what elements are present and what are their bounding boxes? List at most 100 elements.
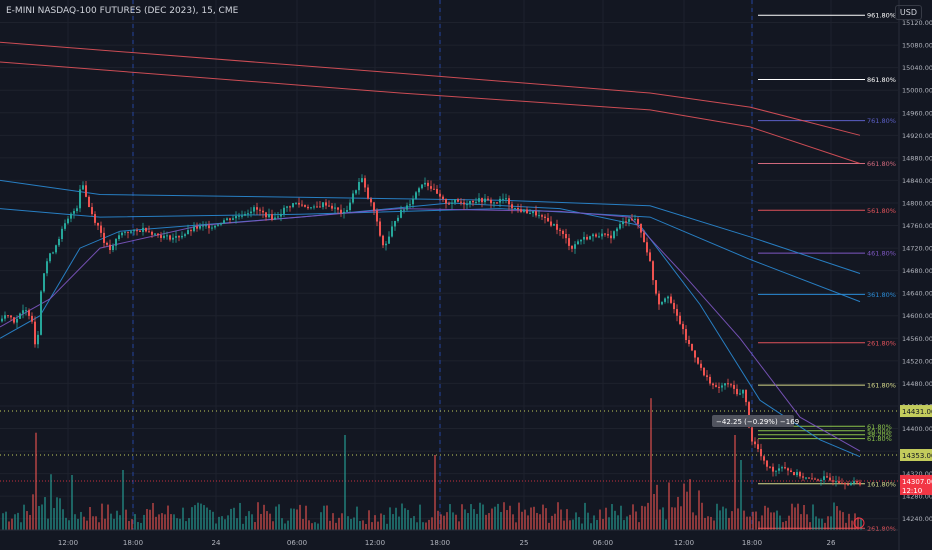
fib-level-label: 361.80%	[867, 291, 896, 299]
volume-bar	[167, 505, 169, 530]
candle-body	[454, 199, 456, 203]
volume-bar	[851, 520, 853, 530]
fib-level-label: 38.20%	[867, 431, 892, 439]
candle-body	[679, 315, 681, 324]
candle-body	[136, 230, 138, 232]
volume-bar	[218, 516, 220, 530]
candle-body	[409, 204, 411, 206]
volume-bar	[440, 514, 442, 530]
currency-button[interactable]: USD	[894, 5, 922, 20]
volume-bar	[68, 520, 70, 530]
volume-bar	[107, 504, 109, 530]
volume-bar	[389, 507, 391, 530]
volume-bar	[209, 509, 211, 530]
volume-bar	[653, 493, 655, 530]
volume-bar	[479, 502, 481, 530]
candle-body	[325, 202, 327, 206]
candle-body	[238, 215, 240, 217]
candle-body	[526, 209, 528, 214]
volume-bar	[716, 503, 718, 530]
candle-body	[367, 187, 369, 199]
last-price-label: 14307.00	[902, 478, 932, 486]
volume-bar	[764, 505, 766, 530]
volume-bar	[482, 504, 484, 530]
candle-body	[754, 441, 756, 445]
candle-body	[448, 203, 450, 205]
candle-body	[433, 188, 435, 190]
price-axis-tick: 14960.00	[902, 109, 932, 117]
price-axis-tick: 14320.00	[902, 470, 932, 478]
fib-level-label: 761.80%	[867, 117, 896, 125]
candle-body	[4, 315, 6, 319]
candle-body	[28, 310, 30, 316]
volume-bar	[71, 475, 73, 530]
candle-body	[313, 206, 315, 208]
volume-bar	[338, 517, 340, 530]
candle-body	[301, 204, 303, 206]
candle-body	[190, 230, 192, 232]
candle-body	[115, 239, 117, 246]
candle-body	[217, 224, 219, 226]
candle-body	[814, 478, 816, 480]
candle-body	[589, 236, 591, 240]
candle-body	[142, 227, 144, 232]
candle-body	[46, 261, 48, 274]
candle-body	[328, 205, 330, 207]
volume-bar	[710, 516, 712, 530]
candle-body	[106, 242, 108, 245]
candle-body	[67, 218, 69, 224]
price-axis-tick: 14720.00	[902, 245, 932, 253]
volume-bar	[407, 509, 409, 530]
volume-bar	[545, 508, 547, 530]
volume-bar	[83, 516, 85, 530]
volume-bar	[206, 507, 208, 530]
volume-bar	[368, 510, 370, 530]
price-axis-tick: 14880.00	[902, 154, 932, 162]
time-axis-label: 18:00	[742, 539, 762, 547]
candle-body	[226, 218, 228, 221]
candle-body	[544, 216, 546, 218]
candle-body	[664, 298, 666, 302]
volume-bar	[689, 479, 691, 530]
candle-body	[562, 230, 564, 235]
fib-level-label: 561.80%	[867, 207, 896, 215]
price-axis-tick: 14760.00	[902, 222, 932, 230]
candle-body	[586, 236, 588, 240]
candle-body	[52, 252, 54, 254]
candle-body	[469, 200, 471, 205]
candle-body	[202, 225, 204, 227]
volume-bar	[704, 517, 706, 530]
volume-bar	[677, 496, 679, 530]
candle-body	[304, 205, 306, 207]
candle-body	[736, 388, 738, 395]
volume-bar	[836, 506, 838, 530]
volume-bar	[584, 502, 586, 530]
candle-body	[808, 477, 810, 479]
candle-body	[541, 215, 543, 217]
volume-bar	[425, 522, 427, 530]
volume-bar	[236, 518, 238, 530]
volume-bar	[128, 521, 130, 530]
candle-body	[295, 202, 297, 204]
candle-body	[622, 221, 624, 225]
volume-bar	[47, 518, 49, 530]
volume-bar	[830, 516, 832, 530]
candle-body	[349, 202, 351, 211]
volume-bar	[251, 514, 253, 530]
candle-body	[820, 479, 822, 481]
fib-level-label: 861.80%	[867, 76, 896, 84]
volume-bar	[671, 507, 673, 530]
volume-bar	[11, 518, 13, 530]
candle-body	[322, 202, 324, 208]
volume-bar	[392, 514, 394, 530]
candle-body	[319, 206, 321, 208]
candle-body	[16, 318, 18, 323]
volume-bar	[287, 520, 289, 530]
volume-bar	[149, 509, 151, 530]
candle-body	[613, 231, 615, 239]
symbol-title[interactable]: E-MINI NASDAQ-100 FUTURES (DEC 2023), 15…	[6, 6, 239, 16]
candle-body	[424, 182, 426, 185]
candle-body	[472, 200, 474, 203]
candle-body	[718, 386, 720, 388]
